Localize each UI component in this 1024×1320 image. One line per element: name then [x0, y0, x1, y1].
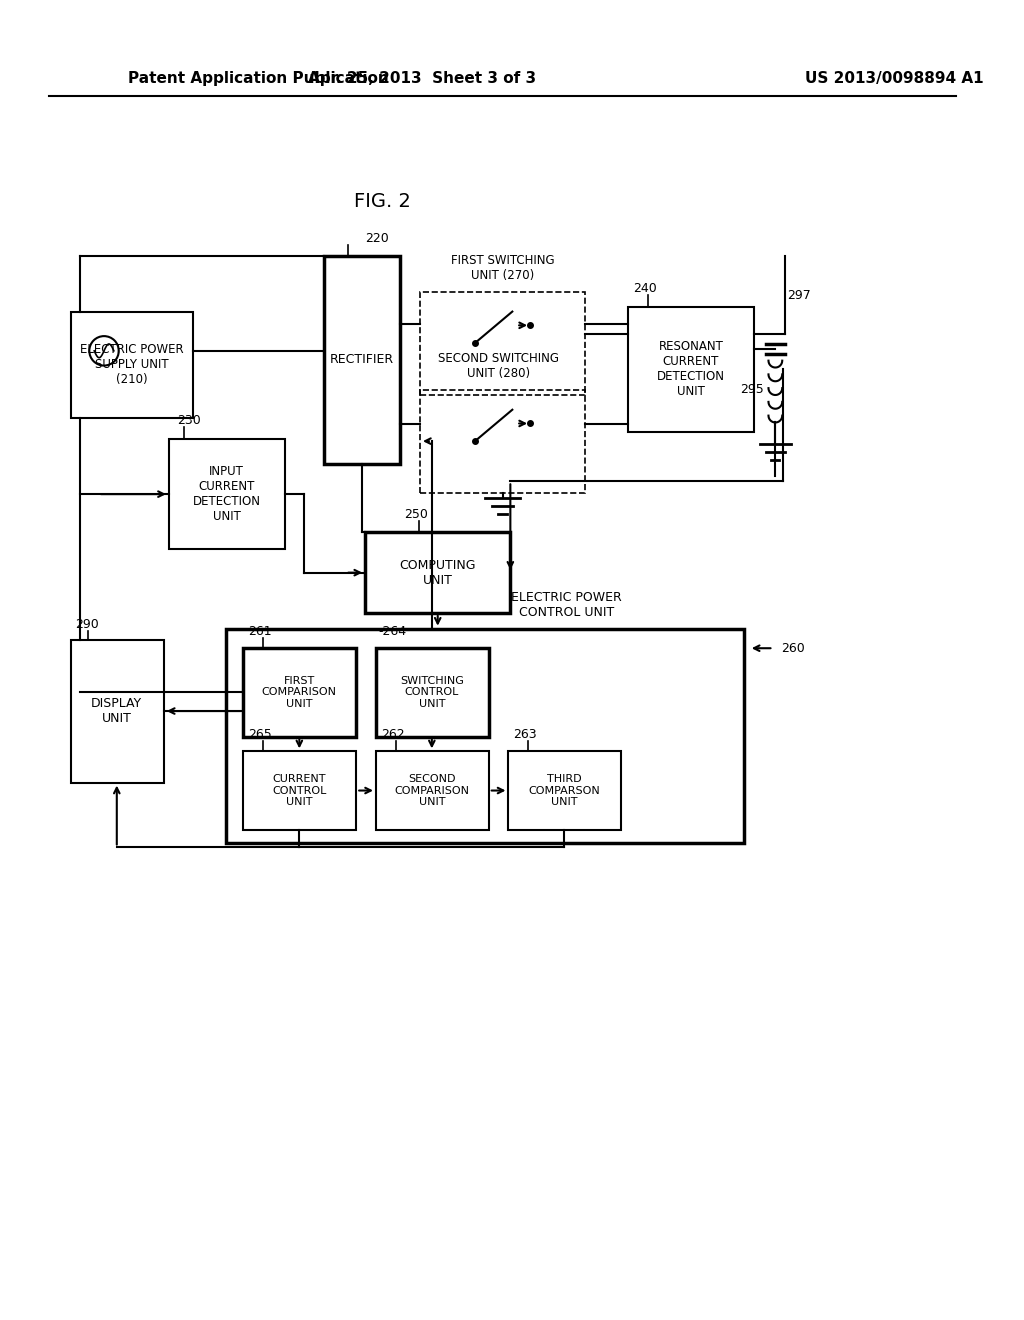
Text: THIRD
COMPARSON
UNIT: THIRD COMPARSON UNIT [528, 774, 600, 807]
Text: 295: 295 [739, 383, 764, 396]
Text: 240: 240 [633, 282, 656, 294]
Text: 250: 250 [404, 508, 428, 520]
Text: SWITCHING
CONTROL
UNIT: SWITCHING CONTROL UNIT [400, 676, 464, 709]
Bar [244, 751, 356, 830]
Bar [169, 440, 285, 549]
Bar [420, 391, 585, 494]
Bar [71, 640, 164, 783]
Bar [244, 648, 356, 737]
Bar [324, 256, 400, 463]
Bar [628, 306, 754, 433]
Text: 260: 260 [781, 642, 805, 655]
Text: RESONANT
CURRENT
DETECTION
UNIT: RESONANT CURRENT DETECTION UNIT [657, 341, 725, 399]
Text: Apr. 25, 2013  Sheet 3 of 3: Apr. 25, 2013 Sheet 3 of 3 [308, 71, 537, 87]
Text: ELECTRIC POWER
SUPPLY UNIT
(210): ELECTRIC POWER SUPPLY UNIT (210) [80, 343, 183, 385]
Text: COMPUTING
UNIT: COMPUTING UNIT [399, 558, 476, 586]
Text: 265: 265 [248, 729, 272, 742]
Bar [366, 532, 510, 612]
Text: 290: 290 [76, 618, 99, 631]
Bar [508, 751, 622, 830]
Text: 230: 230 [177, 414, 201, 428]
Text: ELECTRIC POWER
CONTROL UNIT: ELECTRIC POWER CONTROL UNIT [511, 591, 622, 619]
Text: 263: 263 [513, 729, 537, 742]
Text: INPUT
CURRENT
DETECTION
UNIT: INPUT CURRENT DETECTION UNIT [193, 465, 261, 523]
Text: RECTIFIER: RECTIFIER [330, 354, 394, 366]
Text: -264: -264 [379, 626, 407, 639]
Bar [376, 648, 488, 737]
Text: SECOND
COMPARISON
UNIT: SECOND COMPARISON UNIT [394, 774, 469, 807]
Bar [225, 628, 744, 842]
Text: FIG. 2: FIG. 2 [354, 193, 412, 211]
Text: 261: 261 [248, 626, 272, 639]
Text: FIRST SWITCHING
UNIT (270): FIRST SWITCHING UNIT (270) [451, 255, 554, 282]
Text: Patent Application Publication: Patent Application Publication [128, 71, 388, 87]
Text: CURRENT
CONTROL
UNIT: CURRENT CONTROL UNIT [272, 774, 327, 807]
Text: DISPLAY
UNIT: DISPLAY UNIT [91, 697, 142, 725]
Bar [71, 312, 194, 417]
Text: SECOND SWITCHING
UNIT (280): SECOND SWITCHING UNIT (280) [437, 352, 559, 380]
Text: FIRST
COMPARISON
UNIT: FIRST COMPARISON UNIT [262, 676, 337, 709]
Text: 220: 220 [366, 232, 389, 244]
Text: 297: 297 [787, 289, 811, 302]
Text: US 2013/0098894 A1: US 2013/0098894 A1 [805, 71, 983, 87]
Bar [420, 292, 585, 395]
Text: 262: 262 [381, 729, 404, 742]
Bar [376, 751, 488, 830]
